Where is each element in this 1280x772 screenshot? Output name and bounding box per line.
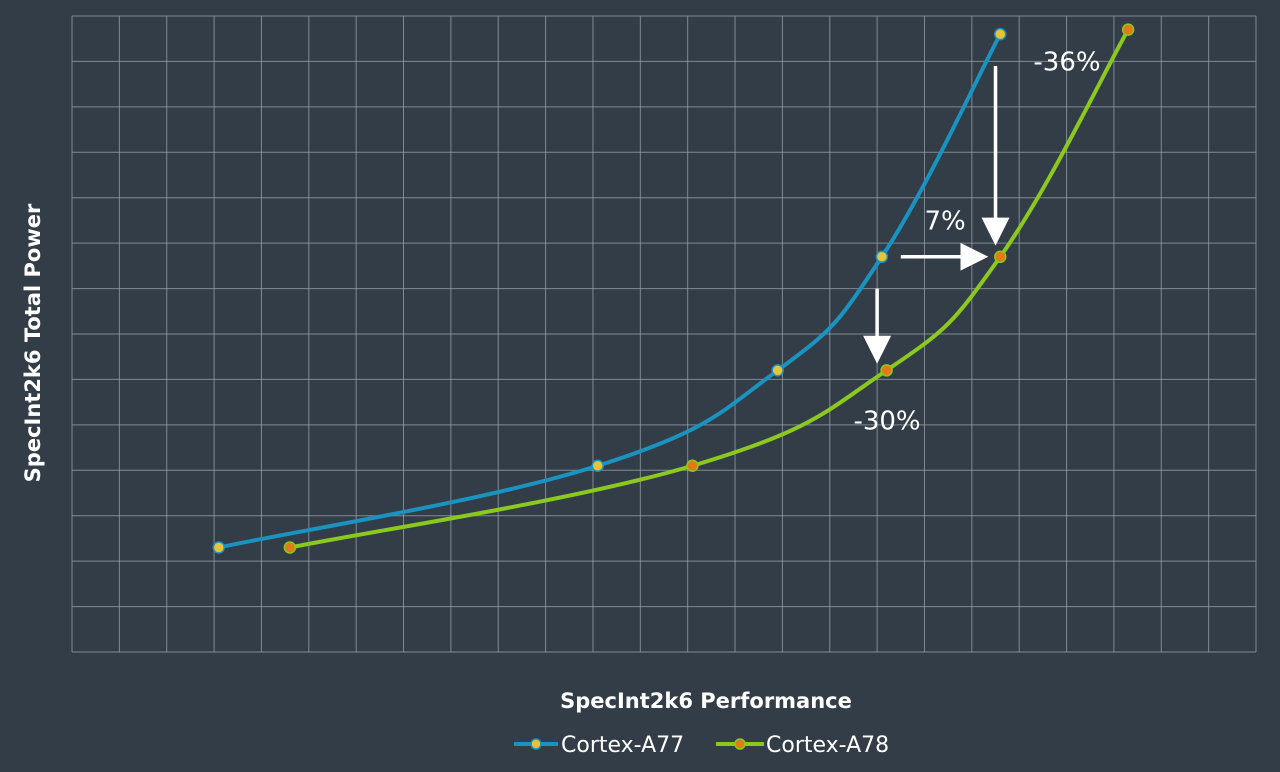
- legend-label: Cortex-A78: [766, 733, 889, 758]
- data-point: [994, 250, 1007, 264]
- data-point: [212, 541, 226, 554]
- y-axis-title: SpecInt2k6 Total Power: [21, 203, 45, 482]
- legend-item-cortex-a78: Cortex-A78: [716, 733, 889, 758]
- legend-item-cortex-a77: Cortex-A77: [514, 733, 684, 758]
- data-point: [771, 364, 784, 377]
- legend: Cortex-A77 Cortex-A78: [514, 733, 889, 758]
- x-axis-title: SpecInt2k6 Performance: [560, 689, 852, 713]
- annotation-arrows: [863, 65, 1010, 364]
- annotation-label: 7%: [924, 207, 965, 237]
- data-point: [591, 459, 604, 472]
- annotation-label: -30%: [853, 406, 920, 436]
- series-cortex-a77: [212, 27, 1007, 554]
- series-line: [287, 27, 1131, 550]
- data-point: [880, 364, 893, 377]
- data-point: [686, 459, 699, 472]
- legend-swatch-marker: [530, 738, 542, 750]
- series-cortex-a78: [283, 23, 1135, 554]
- data-point: [1121, 23, 1135, 36]
- data-point: [875, 250, 889, 264]
- series-line: [216, 32, 1003, 550]
- legend-swatch-marker: [734, 738, 746, 750]
- series-layer: [212, 23, 1135, 554]
- annotation-label: -36%: [1033, 48, 1100, 78]
- data-point: [994, 27, 1007, 41]
- legend-label: Cortex-A77: [561, 733, 684, 758]
- annotations: -36% 7% -30%: [853, 48, 1100, 437]
- grid: [71, 15, 1257, 653]
- data-point: [283, 541, 297, 554]
